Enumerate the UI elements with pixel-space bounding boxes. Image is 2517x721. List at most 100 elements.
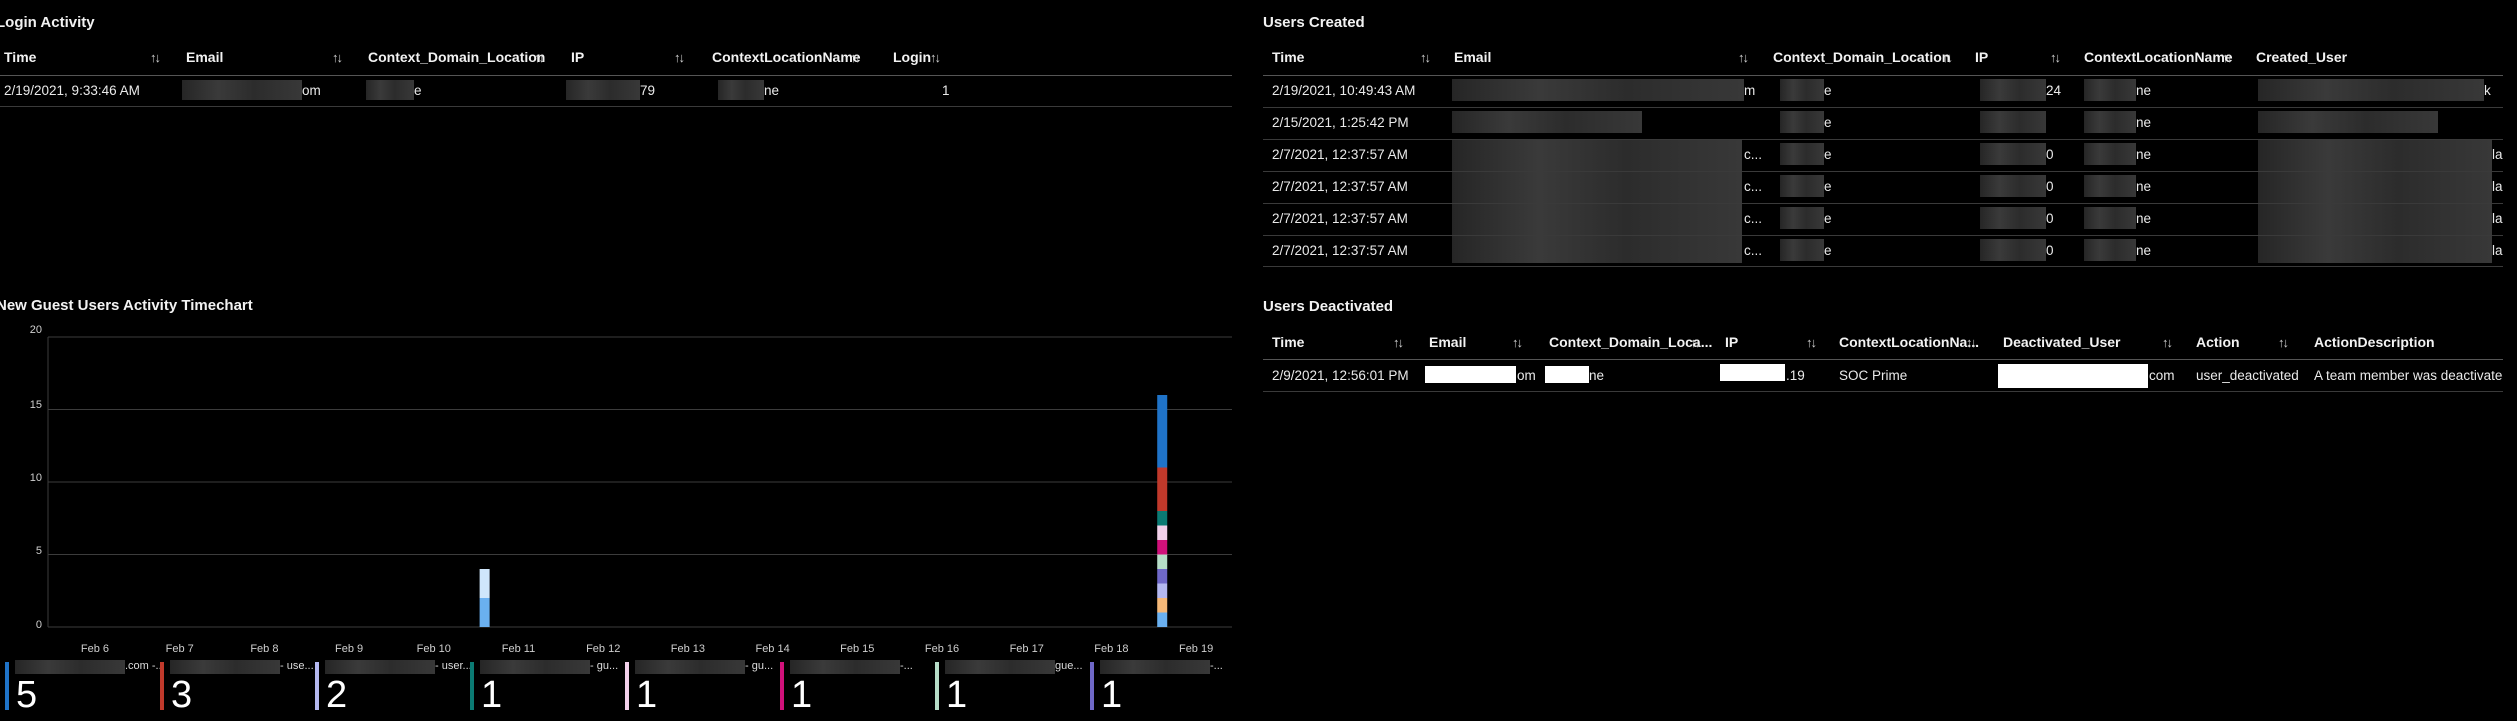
cell-time: 2/19/2021, 9:33:46 AM [4,83,140,98]
sort-arrows-icon[interactable]: ↑↓ [2162,335,2173,350]
sort-arrows-icon[interactable]: ↑↓ [332,50,343,65]
cell-time: 2/7/2021, 12:37:57 AM [1272,243,1408,258]
cell-email: c... [1744,147,1763,162]
bar-segment[interactable] [1157,554,1168,570]
row-divider [1263,235,2503,236]
row-divider [0,106,1232,107]
redacted-legend-label [325,660,435,674]
cell-ip: 0 [2046,243,2054,258]
col-time-header[interactable]: Time [4,49,37,65]
redacted-created-user [2258,140,2492,176]
bar-segment[interactable] [479,598,490,627]
col-email-header[interactable]: Email [186,49,224,65]
col-action-header[interactable]: Action [2196,334,2240,350]
sort-arrows-icon[interactable]: ↑↓ [1690,335,1701,350]
users-created-title: Users Created [1263,14,1365,31]
sort-arrows-icon[interactable]: ↑↓ [1420,50,1431,65]
col-deactivated-user-header[interactable]: Deactivated_User [2003,334,2121,350]
bar-segment[interactable] [1157,598,1168,613]
col-email-header[interactable]: Email [1429,334,1467,350]
login-activity-title: Login Activity [0,14,95,31]
sort-arrows-icon[interactable]: ↑↓ [1393,335,1404,350]
redacted-ip [1720,364,1785,381]
bar-segment[interactable] [1157,569,1168,584]
legend-label: - gu... [745,660,774,672]
bar-segment[interactable] [1157,583,1168,599]
redacted-legend-label [635,660,745,674]
col-time-header[interactable]: Time [1272,49,1305,65]
bar-segment[interactable] [1157,511,1168,526]
sort-arrows-icon[interactable]: ↑↓ [930,50,941,65]
cell-login: 1 [942,83,950,98]
col-ip-header[interactable]: IP [571,49,585,65]
col-location-header[interactable]: ContextLocationName [2084,49,2233,65]
sort-arrows-icon[interactable]: ↑↓ [2222,50,2233,65]
col-domain-header[interactable]: Context_Domain_Loca... [1549,334,1713,350]
bar-segment[interactable] [1157,540,1168,555]
sort-arrows-icon[interactable]: ↑↓ [1512,335,1523,350]
sort-arrows-icon[interactable]: ↑↓ [1806,335,1817,350]
legend-color-swatch [470,662,474,710]
redacted-ip [1980,79,2046,101]
col-action-description-header[interactable]: ActionDescription [2314,334,2435,350]
bar-segment[interactable] [1157,612,1168,628]
redacted-location [2084,207,2136,229]
x-tick-label: Feb 14 [755,643,790,655]
y-tick-label: 5 [35,545,42,557]
col-ip-header[interactable]: IP [1725,334,1739,350]
redacted-created-user [2258,111,2438,133]
cell-ip: 24 [2046,83,2062,98]
legend-label: -... [1210,660,1223,672]
redacted-email [1452,79,1744,101]
col-login-header[interactable]: Login [893,49,932,65]
row-divider [1263,139,2503,140]
sort-arrows-icon[interactable]: ↑↓ [1738,50,1749,65]
cell-deactivated-user: com [2149,368,2175,383]
cell-action: user_deactivated [2196,368,2299,383]
row-divider [1263,266,2503,267]
sort-arrows-icon[interactable]: ↑↓ [150,50,161,65]
redacted-ip [1980,239,2046,261]
bar-segment[interactable] [1157,467,1168,512]
col-created-user-header[interactable]: Created_User [2256,49,2348,65]
col-domain-header[interactable]: Context_Domain_Location [1773,49,1951,65]
header-divider [1263,359,2503,360]
legend-label: .com -... [125,660,165,672]
sort-arrows-icon[interactable]: ↑↓ [534,50,545,65]
sort-arrows-icon[interactable]: ↑↓ [1942,50,1953,65]
col-location-header[interactable]: ContextLocationName [712,49,861,65]
col-domain-header[interactable]: Context_Domain_Location [368,49,546,65]
sort-arrows-icon[interactable]: ↑↓ [2050,50,2061,65]
redacted-domain [1780,175,1824,197]
legend-label: - use... [280,660,314,672]
redacted-legend-label [15,660,125,674]
cell-time: 2/7/2021, 12:37:57 AM [1272,179,1408,194]
sort-arrows-icon[interactable]: ↑↓ [1966,335,1977,350]
cell-domain: e [1824,243,1832,258]
col-email-header[interactable]: Email [1454,49,1492,65]
timechart-plot [47,336,1232,628]
cell-time: 2/15/2021, 1:25:42 PM [1272,115,1409,130]
legend-color-swatch [625,662,629,710]
legend-color-swatch [935,662,939,710]
bar-segment[interactable] [1157,525,1168,541]
redacted-email [182,80,302,100]
sort-arrows-icon[interactable]: ↑↓ [850,50,861,65]
bar-segment[interactable] [1157,395,1168,468]
legend-color-swatch [315,662,319,710]
cell-location: ne [2136,179,2152,194]
cell-domain: e [1824,147,1832,162]
bar-segment[interactable] [479,569,490,598]
cell-domain: e [414,83,422,98]
x-tick-label: Feb 12 [586,643,621,655]
cell-domain: e [1824,211,1832,226]
redacted-location [2084,239,2136,261]
sort-arrows-icon[interactable]: ↑↓ [2278,335,2289,350]
cell-email: m [1744,83,1756,98]
col-time-header[interactable]: Time [1272,334,1305,350]
redacted-legend-label [1100,660,1210,674]
col-ip-header[interactable]: IP [1975,49,1989,65]
sort-arrows-icon[interactable]: ↑↓ [674,50,685,65]
legend-color-swatch [1090,662,1094,710]
col-location-header[interactable]: ContextLocationNa... [1839,334,1980,350]
